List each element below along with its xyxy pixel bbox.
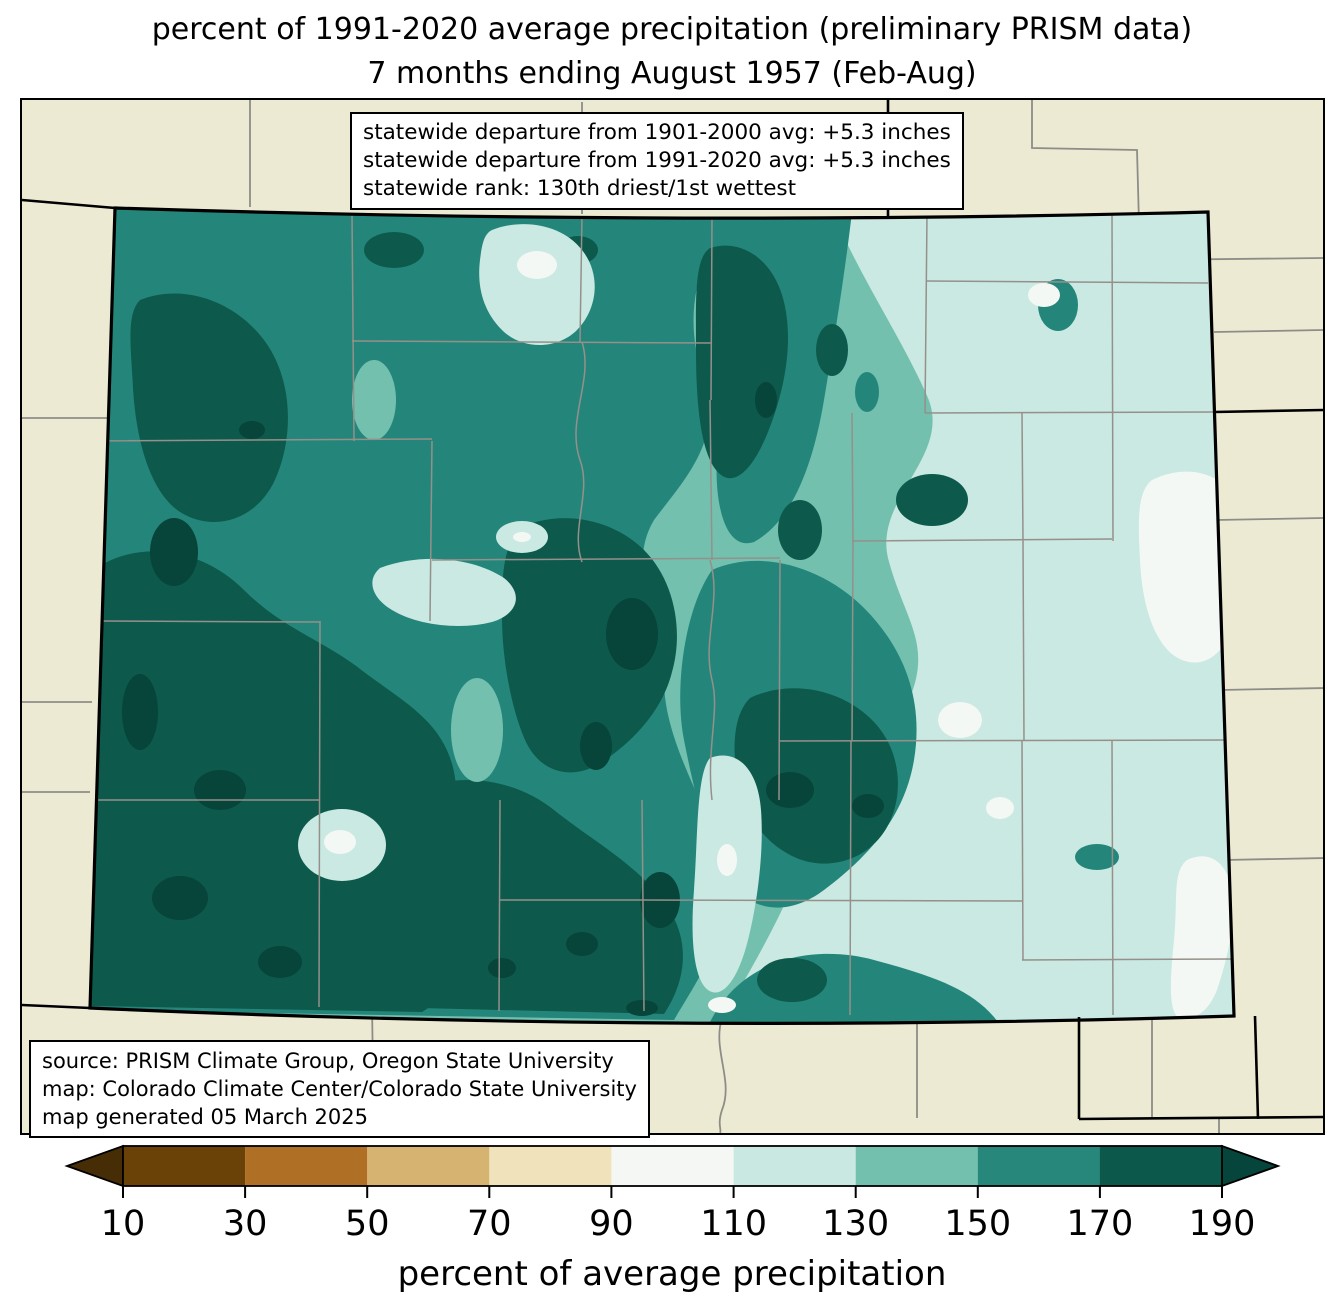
colorbar-bin-50-70: [367, 1146, 490, 1186]
contour-region: [130, 293, 288, 522]
contour-core: [258, 946, 302, 978]
contour-region: [717, 844, 737, 876]
contour-region: [938, 702, 982, 738]
contour-region: [502, 518, 677, 773]
county-line: [90, 280, 1234, 961]
contour-core: [852, 794, 884, 818]
contour-core: [755, 382, 777, 418]
colorbar-ticks: [122, 1186, 1223, 1198]
colorbar-bin-170-190: [1099, 1146, 1223, 1186]
contour-core: [239, 421, 265, 439]
county-line: [351, 212, 1114, 542]
colorbar-tick-label: 50: [345, 1204, 390, 1244]
source-line-1: source: PRISM Climate Group, Oregon Stat…: [42, 1049, 614, 1073]
source-box: source: PRISM Climate Group, Oregon Stat…: [29, 1040, 650, 1138]
colorbar-tick-label: 130: [822, 1204, 889, 1244]
contour-region: [1075, 844, 1119, 870]
contour-region: [324, 830, 356, 854]
contour-region: [364, 232, 424, 268]
colorbar-tick-label: 150: [944, 1204, 1011, 1244]
colorbar-tick-label: 90: [589, 1204, 634, 1244]
colorado-contours: [90, 208, 1234, 1024]
source-line-2: map: Colorado Climate Center/Colorado St…: [42, 1077, 637, 1101]
county-line-river: [575, 341, 716, 801]
contour-over-190: [122, 382, 884, 1016]
colorbar-tick-label: 110: [700, 1204, 767, 1244]
title-line-2: 7 months ending August 1957 (Feb-Aug): [367, 56, 977, 91]
contour-region: [986, 797, 1014, 819]
contour-core: [566, 932, 598, 956]
contour-region: [372, 558, 516, 626]
map-frame: statewide departure from 1901-2000 avg: …: [20, 98, 1325, 1138]
contour-core: [766, 772, 814, 808]
contour-region: [734, 688, 898, 864]
colorbar-bin-150-170: [977, 1146, 1100, 1186]
colorbar-tick-label: 170: [1066, 1204, 1133, 1244]
neighbor-county-line: [1215, 517, 1323, 861]
colorbar-tick-label: 190: [1189, 1204, 1256, 1244]
contour-core: [626, 1000, 658, 1016]
statewide-stats-box: statewide departure from 1901-2000 avg: …: [350, 112, 964, 210]
contour-core: [580, 722, 612, 770]
contour-core: [194, 770, 246, 810]
colorbar-tick-label: 70: [467, 1204, 512, 1244]
contour-region: [708, 997, 736, 1013]
stats-line-1: statewide departure from 1901-2000 avg: …: [363, 120, 951, 145]
colorbar-tick-label: 30: [223, 1204, 268, 1244]
contour-region: [517, 251, 557, 279]
stats-line-3: statewide rank: 130th driest/1st wettest: [363, 176, 797, 201]
colorbar-bin-70-90: [489, 1146, 612, 1186]
precipitation-map: [22, 100, 1323, 1133]
contour-region: [513, 532, 531, 542]
colorbar-outline: [122, 1145, 1223, 1187]
contour-region: [757, 958, 827, 1002]
contour-core: [152, 876, 208, 920]
colorbar-under-arrow: [64, 1144, 124, 1188]
colorbar: 10 30 50 70 90 110 130 150 170 190 perce…: [64, 1144, 1281, 1294]
contour-core: [488, 958, 516, 978]
contour-region: [778, 500, 822, 560]
contour-core: [122, 674, 158, 750]
contour-core: [606, 598, 658, 670]
colorbar-over-arrow: [1221, 1144, 1281, 1188]
contour-core: [150, 518, 198, 586]
figure-title: percent of 1991-2020 average precipitati…: [0, 8, 1344, 96]
colorbar-tick-label: 10: [101, 1204, 146, 1244]
contour-region: [816, 324, 848, 376]
county-line: [498, 540, 1114, 1016]
contour-region: [1028, 283, 1060, 307]
title-line-1: percent of 1991-2020 average precipitati…: [151, 12, 1193, 47]
contour-region: [855, 372, 879, 412]
contour-region: [695, 245, 789, 479]
colorbar-axis-label: percent of average precipitation: [398, 1254, 947, 1294]
colorbar-bin-90-110: [611, 1146, 734, 1186]
contour-region: [1170, 856, 1234, 1019]
contour-region: [382, 780, 683, 1014]
colorbar-bin-30-50: [245, 1146, 368, 1186]
contour-region: [896, 474, 968, 526]
colorado-county-lines: [90, 212, 1234, 1016]
county-line: [318, 399, 1024, 1008]
colorado-state-border: [88, 206, 1236, 1025]
contour-region: [451, 678, 503, 782]
colorbar-bin-130-150: [855, 1146, 978, 1186]
contour-region: [352, 360, 396, 440]
stats-line-2: statewide departure from 1991-2020 avg: …: [363, 148, 951, 173]
contour-130-150-corridors: [352, 360, 503, 782]
colorbar-bin-110-130: [733, 1146, 856, 1186]
contour-region: [479, 224, 595, 345]
source-line-3: map generated 05 March 2025: [42, 1105, 369, 1129]
colorbar-bin-10-30: [123, 1146, 246, 1186]
